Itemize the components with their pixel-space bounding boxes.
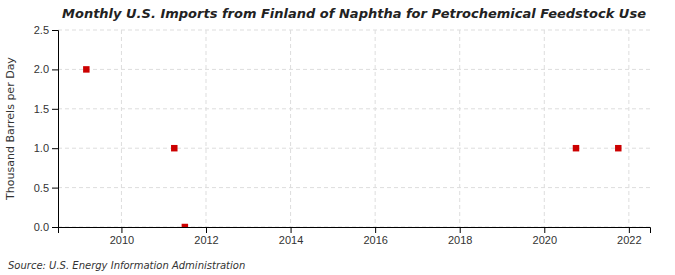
grid-line-x <box>121 30 122 227</box>
x-tick: 2016 <box>363 227 387 246</box>
grid-line-x <box>628 30 629 227</box>
grid-line-x <box>290 30 291 227</box>
y-tick: 1.5 <box>34 103 58 115</box>
y-tick-mark <box>52 148 58 149</box>
x-tick-label: 2020 <box>533 234 557 246</box>
x-tick-mark <box>629 227 630 233</box>
grid-line-x <box>375 30 376 227</box>
title: Monthly U.S. Imports from Finland of Nap… <box>62 6 646 21</box>
y-tick-label: 1.0 <box>34 142 49 154</box>
annotation: Source: U.S. Energy Information Administ… <box>8 260 245 271</box>
x-tick-mark <box>291 227 292 233</box>
y-tick: 1.0 <box>34 142 58 154</box>
y-tick: 2.0 <box>34 63 58 75</box>
x-tick: 2018 <box>448 227 472 246</box>
x-tick-mark <box>460 227 461 233</box>
y-tick-mark <box>52 227 58 228</box>
x-tick: 2010 <box>110 227 134 246</box>
x-tick: 2020 <box>533 227 557 246</box>
chart-container: 2010 2012 2014 2016 2018 2020 2022 0.0 0.5 1.0 1.5… <box>0 0 675 275</box>
x-tick-mark <box>206 227 207 233</box>
grid-line-y <box>58 69 650 70</box>
x-tick-label: 2012 <box>194 234 218 246</box>
y-tick-mark <box>52 188 58 189</box>
y-tick-label: 2.0 <box>34 63 49 75</box>
x-tick-label: 2018 <box>448 234 472 246</box>
grid-line-y <box>58 148 650 149</box>
point <box>182 224 188 227</box>
grid-line-y <box>58 108 650 109</box>
chart-svg: 2010 2012 2014 2016 2018 2020 2022 0.0 0.5 1.0 1.5… <box>0 0 675 275</box>
points <box>83 66 621 227</box>
y-tick-mark <box>52 30 58 31</box>
x-tick: 2022 <box>617 227 641 246</box>
y-tick-mark <box>52 109 58 110</box>
x-axis: 2010 2012 2014 2016 2018 2020 2022 <box>59 227 651 246</box>
y-axis: 0.0 0.5 1.0 1.5 2.0 2.5 <box>34 24 59 233</box>
y-tick-label: 2.5 <box>34 24 49 36</box>
grid-line-x <box>459 30 460 227</box>
x-tick-mark <box>375 227 376 233</box>
grid-line-y <box>58 30 650 31</box>
x-axis-line <box>59 228 651 234</box>
plot-area: 2010 2012 2014 2016 2018 2020 2022 0.0 0.5 1.0 1.5… <box>34 24 651 246</box>
grid-line-x <box>544 30 545 227</box>
y-tick-mark <box>52 69 58 70</box>
x-tick-mark <box>544 227 545 233</box>
x-tick: 2012 <box>194 227 218 246</box>
x-tick-label: 2014 <box>279 234 303 246</box>
x-tick: 2014 <box>279 227 303 246</box>
point <box>83 66 89 72</box>
y-tick: 0.0 <box>34 221 58 233</box>
y-tick-label: 0.0 <box>34 221 49 233</box>
x-tick-label: 2016 <box>363 234 387 246</box>
point <box>573 145 579 151</box>
grid-line-y <box>58 187 650 188</box>
x-tick-mark <box>121 227 122 233</box>
x-tick-label: 2010 <box>110 234 134 246</box>
point <box>615 145 621 151</box>
y-tick: 2.5 <box>34 24 58 36</box>
y-tick-label: 0.5 <box>34 182 49 194</box>
x-tick-label: 2022 <box>617 234 641 246</box>
point <box>171 145 177 151</box>
y-tick-label: 1.5 <box>34 103 49 115</box>
grid-line-x <box>206 30 207 227</box>
y-axis-label: Thousand Barrels per Day <box>4 57 17 201</box>
y-tick: 0.5 <box>34 182 58 194</box>
y-axis-line <box>52 31 59 228</box>
grid <box>58 30 650 227</box>
